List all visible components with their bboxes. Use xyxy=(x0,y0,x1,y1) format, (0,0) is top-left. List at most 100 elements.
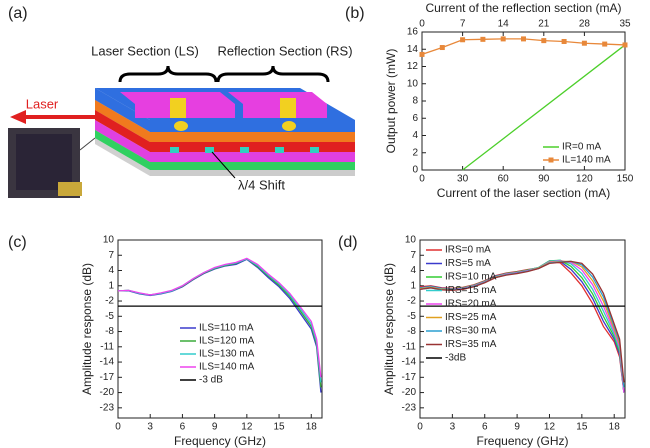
y-tick-label: -11 xyxy=(402,341,416,352)
x2-tick-label: 21 xyxy=(538,19,550,30)
x-axis-label: Current of the laser section (mA) xyxy=(437,186,610,200)
plot-frame xyxy=(419,239,626,419)
legend-label: IR=0 mA xyxy=(562,142,602,153)
series-line xyxy=(462,44,626,171)
y-tick-label: -11 xyxy=(100,341,114,352)
y-tick-label: -20 xyxy=(402,387,417,398)
point xyxy=(622,42,628,48)
y-tick-label: -17 xyxy=(100,372,115,383)
y-tick-label: -23 xyxy=(402,402,417,413)
legend-label: -3 dB xyxy=(199,375,223,386)
point xyxy=(561,38,567,44)
x2-tick-label: 28 xyxy=(579,19,591,30)
y-tick-label: -8 xyxy=(105,326,114,337)
legend-label: IRS=5 mA xyxy=(445,258,491,269)
y-tick-label: -5 xyxy=(407,311,416,322)
x-tick-label: 0 xyxy=(115,422,121,433)
y-tick-label: 12 xyxy=(407,61,419,72)
point xyxy=(460,37,466,43)
y-tick-label: 14 xyxy=(407,44,419,55)
diagram-label: Laser Section (LS) xyxy=(91,43,199,58)
y-tick-label: 1 xyxy=(108,280,114,291)
y-tick-label: 2 xyxy=(412,147,418,158)
x-tick-label: 6 xyxy=(482,422,488,433)
y-axis-label: Amplitude response (dB) xyxy=(80,263,94,395)
y-tick-label: -20 xyxy=(100,387,115,398)
x-tick-label: 18 xyxy=(306,422,318,433)
x-tick-label: 15 xyxy=(576,422,588,433)
legend-label: IL=140 mA xyxy=(562,155,611,166)
y-axis-label: Amplitude response (dB) xyxy=(382,263,396,395)
legend-label: ILS=140 mA xyxy=(199,362,255,373)
panel-label: (a) xyxy=(8,5,28,22)
y-tick-label: 10 xyxy=(407,78,419,89)
point xyxy=(500,36,506,42)
x-tick-label: 12 xyxy=(241,422,253,433)
x-tick-label: 150 xyxy=(617,174,634,185)
point xyxy=(602,41,608,47)
legend-marker xyxy=(548,157,554,163)
series-line xyxy=(419,260,625,383)
y-tick-label: 4 xyxy=(412,130,418,141)
point xyxy=(419,51,425,57)
y-tick-label: -2 xyxy=(105,296,114,307)
panel-label: (d) xyxy=(338,234,358,251)
y-tick-label: -23 xyxy=(100,402,115,413)
plot-frame xyxy=(117,239,323,419)
x-tick-label: 9 xyxy=(514,422,520,433)
x-tick-label: 60 xyxy=(498,174,510,185)
legend-label: IRS=10 mA xyxy=(445,272,497,283)
legend-label: IRS=35 mA xyxy=(445,339,497,350)
legend-label: IRS=0 mA xyxy=(445,245,491,256)
diagram-label: λ/4 Shift xyxy=(238,177,285,192)
point xyxy=(581,40,587,46)
y-tick-label: -2 xyxy=(407,296,416,307)
y-tick-label: 10 xyxy=(405,235,417,246)
legend-label: IRS=15 mA xyxy=(445,285,497,296)
point xyxy=(541,38,547,44)
y-tick-label: -14 xyxy=(402,357,417,368)
legend-label: IRS=30 mA xyxy=(445,326,497,337)
x-tick-label: 18 xyxy=(609,422,621,433)
legend-label: ILS=130 mA xyxy=(199,349,255,360)
point xyxy=(521,36,526,42)
legend-label: -3dB xyxy=(445,353,466,364)
diagram-label: Laser xyxy=(26,96,59,111)
y-tick-label: -8 xyxy=(407,326,416,337)
panel-label: (c) xyxy=(8,234,27,251)
x-tick-label: 12 xyxy=(544,422,556,433)
legend-label: IRS=20 mA xyxy=(445,299,497,310)
device-diagram: Laser Section (LS) Reflection Section (R… xyxy=(8,43,355,198)
x-tick-label: 3 xyxy=(450,422,456,433)
y-tick-label: 4 xyxy=(410,265,416,276)
legend-label: IRS=25 mA xyxy=(445,312,497,323)
x2-tick-label: 14 xyxy=(498,19,510,30)
y-tick-label: 8 xyxy=(412,96,418,107)
point xyxy=(480,36,486,42)
legend-label: ILS=110 mA xyxy=(199,323,254,334)
y-tick-label: 7 xyxy=(410,250,416,261)
x-axis-label: Frequency (GHz) xyxy=(174,434,266,448)
x-axis-label: Frequency (GHz) xyxy=(476,434,568,448)
x-tick-label: 0 xyxy=(419,174,425,185)
x2-tick-label: 35 xyxy=(619,19,631,30)
x-tick-label: 30 xyxy=(457,174,469,185)
y-tick-label: 16 xyxy=(407,27,419,38)
y-tick-label: 4 xyxy=(108,265,114,276)
y-tick-label: -5 xyxy=(105,311,114,322)
y-tick-label: -17 xyxy=(402,372,417,383)
legend-label: ILS=120 mA xyxy=(199,336,255,347)
point xyxy=(439,45,445,51)
diagram-label: Reflection Section (RS) xyxy=(217,43,352,58)
x-tick-label: 6 xyxy=(180,422,186,433)
y-tick-label: 0 xyxy=(412,165,418,176)
x2-tick-label: 7 xyxy=(460,19,466,30)
x2-tick-label: 0 xyxy=(419,19,425,30)
y-tick-label: 7 xyxy=(108,250,114,261)
y-tick-label: 6 xyxy=(412,113,418,124)
y-tick-label: 10 xyxy=(103,235,115,246)
y-tick-label: -14 xyxy=(100,357,115,368)
x-tick-label: 90 xyxy=(538,174,550,185)
y-tick-label: 1 xyxy=(410,280,416,291)
